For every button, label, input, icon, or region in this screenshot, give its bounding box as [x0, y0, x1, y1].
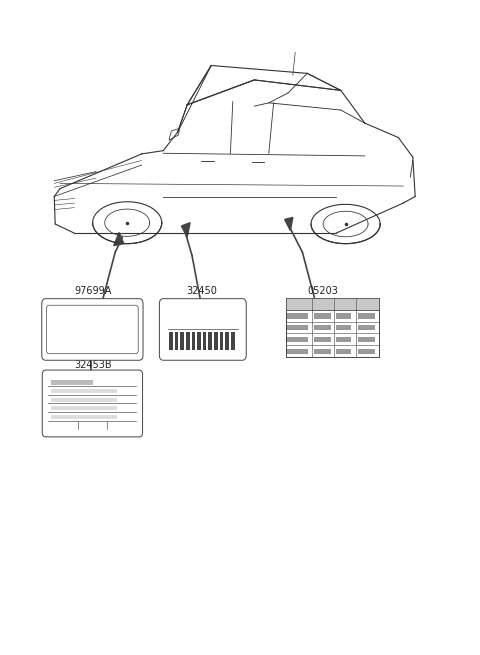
Bar	[226, 332, 229, 350]
Text: 97699A: 97699A	[74, 286, 112, 296]
Bar	[51, 389, 117, 393]
Bar	[336, 325, 351, 330]
Bar	[314, 325, 331, 330]
Bar	[288, 348, 308, 354]
Polygon shape	[181, 223, 190, 237]
FancyBboxPatch shape	[159, 299, 246, 360]
Bar	[358, 313, 374, 319]
Bar	[336, 313, 351, 319]
Polygon shape	[114, 233, 124, 246]
Bar	[358, 325, 374, 330]
Bar	[288, 313, 308, 319]
Bar	[231, 332, 235, 350]
Bar	[51, 415, 117, 419]
Bar	[220, 332, 223, 350]
Bar	[358, 348, 374, 354]
Bar	[358, 337, 374, 342]
Bar	[314, 348, 331, 354]
Bar	[186, 332, 190, 350]
FancyBboxPatch shape	[47, 305, 138, 354]
Bar	[288, 325, 308, 330]
Bar	[314, 313, 331, 319]
Bar	[169, 332, 173, 350]
Bar	[214, 332, 218, 350]
Text: 32450: 32450	[186, 286, 217, 296]
Bar	[203, 332, 206, 350]
Bar	[286, 298, 379, 310]
Bar	[180, 332, 184, 350]
Polygon shape	[285, 217, 293, 231]
FancyBboxPatch shape	[42, 370, 143, 437]
Bar	[51, 380, 94, 384]
Text: 05203: 05203	[307, 286, 338, 296]
Bar	[51, 398, 117, 402]
FancyBboxPatch shape	[42, 299, 143, 360]
Bar	[288, 337, 308, 342]
Bar	[192, 332, 195, 350]
Bar	[336, 337, 351, 342]
Text: 32453B: 32453B	[74, 360, 112, 370]
Bar	[208, 332, 212, 350]
Bar	[175, 332, 178, 350]
Bar	[314, 337, 331, 342]
Bar	[51, 406, 117, 410]
Bar	[336, 348, 351, 354]
Bar	[197, 332, 201, 350]
Bar	[286, 298, 379, 357]
